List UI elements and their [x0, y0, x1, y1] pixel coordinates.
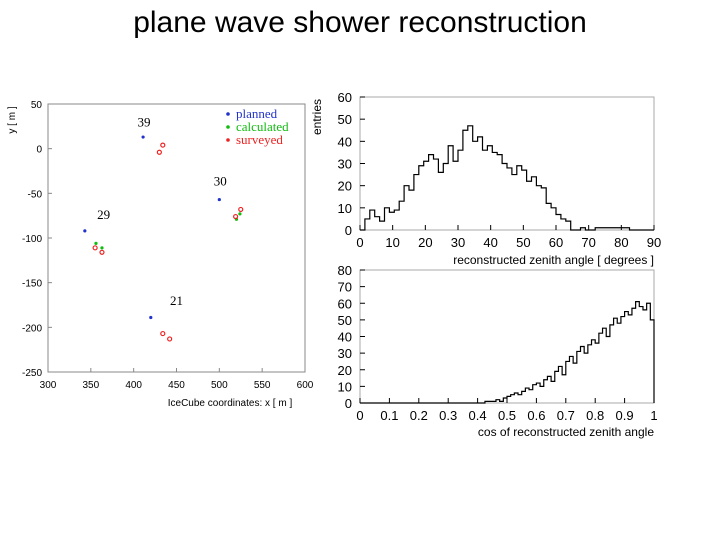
- scatter-point: [238, 206, 244, 213]
- scatter-point: [83, 229, 87, 233]
- cos-zenith-x-tick-label: 0.5: [498, 408, 516, 423]
- scatter-point: [156, 149, 162, 155]
- cos-zenith-x-tick-label: 0.1: [380, 408, 398, 423]
- zenith-x-axis-label: reconstructed zenith angle [ degrees ]: [453, 253, 654, 267]
- scatter-point: [167, 336, 173, 342]
- scatter-y-tick-label: -250: [22, 368, 42, 379]
- zenith-y-tick-label: 20: [338, 179, 352, 194]
- scatter-point: [160, 330, 166, 337]
- cos-zenith-x-tick-label: 0.7: [557, 408, 575, 423]
- cos-zenith-x-tick-label: 0.3: [439, 408, 457, 423]
- zenith-x-tick-label: 0: [356, 235, 363, 250]
- cos-zenith-y-tick-label: 50: [338, 313, 352, 328]
- cos-zenith-y-tick-label: 40: [338, 330, 352, 345]
- cos-zenith-x-tick-label: 0: [356, 408, 363, 423]
- zenith-y-tick-label: 0: [345, 223, 352, 238]
- scatter-point: [141, 135, 145, 139]
- legend-entry: calculated: [236, 119, 289, 134]
- cos-zenith-x-tick-label: 0.9: [616, 408, 634, 423]
- legend-marker: [226, 125, 230, 129]
- cos-zenith-y-tick-label: 80: [338, 263, 352, 278]
- string-number-label: 21: [170, 293, 183, 308]
- zenith-x-tick-label: 30: [451, 235, 465, 250]
- scatter-x-tick-label: 350: [82, 380, 99, 391]
- cos-zenith-x-tick-label: 0.4: [469, 408, 487, 423]
- cos-zenith-y-tick-label: 30: [338, 346, 352, 361]
- zenith-x-tick-label: 70: [581, 235, 595, 250]
- scatter-point: [100, 246, 104, 250]
- cos-zenith-x-axis-label: cos of reconstructed zenith angle: [478, 425, 654, 439]
- scatter-point: [160, 142, 166, 148]
- zenith-y-axis-label: entries: [310, 99, 324, 135]
- cos-zenith-y-tick-label: 10: [338, 379, 352, 394]
- scatter-y-tick-label: 0: [36, 145, 42, 156]
- string-number-label: 30: [214, 173, 227, 188]
- cos-zenith-y-tick-label: 20: [338, 363, 352, 378]
- scatter-y-tick-label: -100: [22, 234, 42, 245]
- scatter-x-axis-label: IceCube coordinates: x [ m ]: [168, 398, 293, 409]
- scatter-y-tick-label: -200: [22, 323, 42, 334]
- string-number-label: 29: [97, 207, 110, 222]
- scatter-y-tick-label: -50: [28, 189, 43, 200]
- scatter-point: [233, 213, 239, 220]
- scatter-x-tick-label: 300: [40, 380, 57, 391]
- scatter-point: [217, 197, 221, 202]
- zenith-y-tick-label: 10: [338, 201, 352, 216]
- zenith-x-tick-label: 80: [614, 235, 628, 250]
- legend-entry: planned: [236, 106, 278, 121]
- scatter-point: [238, 212, 242, 216]
- cos-zenith-y-tick-label: 60: [338, 296, 352, 311]
- scatter-x-tick-label: 500: [211, 380, 228, 391]
- zenith-x-tick-label: 90: [647, 235, 661, 250]
- zenith-x-tick-label: 20: [418, 235, 432, 250]
- slide-title: plane wave shower reconstruction: [133, 6, 587, 39]
- scatter-x-tick-label: 450: [168, 380, 185, 391]
- scatter-point: [149, 315, 153, 320]
- zenith-x-tick-label: 60: [549, 235, 563, 250]
- scatter-y-axis-label: y [ m ]: [7, 106, 18, 133]
- cos-zenith-x-tick-label: 0.8: [586, 408, 604, 423]
- zenith-y-tick-label: 50: [338, 112, 352, 127]
- zenith-x-tick-label: 40: [483, 235, 497, 250]
- scatter-point: [99, 249, 105, 255]
- legend-entry: surveyed: [236, 132, 283, 147]
- zenith-y-tick-label: 40: [338, 134, 352, 149]
- cos-zenith-y-tick-label: 70: [338, 280, 352, 295]
- zenith-x-tick-label: 50: [516, 235, 530, 250]
- zenith-y-tick-label: 60: [338, 90, 352, 105]
- scatter-point: [92, 245, 98, 251]
- legend-marker: [226, 112, 230, 116]
- scatter-x-tick-label: 400: [125, 380, 142, 391]
- scatter-x-tick-label: 600: [297, 380, 314, 391]
- legend-marker: [226, 138, 230, 142]
- cos-zenith-x-tick-label: 0.2: [410, 408, 428, 423]
- zenith-y-tick-label: 30: [338, 157, 352, 172]
- cos-zenith-y-tick-label: 0: [345, 396, 352, 411]
- scatter-x-tick-label: 550: [254, 380, 271, 391]
- scatter-y-tick-label: 50: [31, 100, 43, 111]
- zenith-histogram-line: [360, 125, 654, 231]
- scatter-y-tick-label: -150: [22, 279, 42, 290]
- string-number-label: 39: [137, 114, 150, 129]
- zenith-x-tick-label: 10: [385, 235, 399, 250]
- cos-zenith-histogram-line: [360, 300, 655, 404]
- cos-zenith-x-tick-label: 1: [650, 408, 657, 423]
- scatter-point: [94, 241, 98, 245]
- cos-zenith-x-tick-label: 0.6: [527, 408, 545, 423]
